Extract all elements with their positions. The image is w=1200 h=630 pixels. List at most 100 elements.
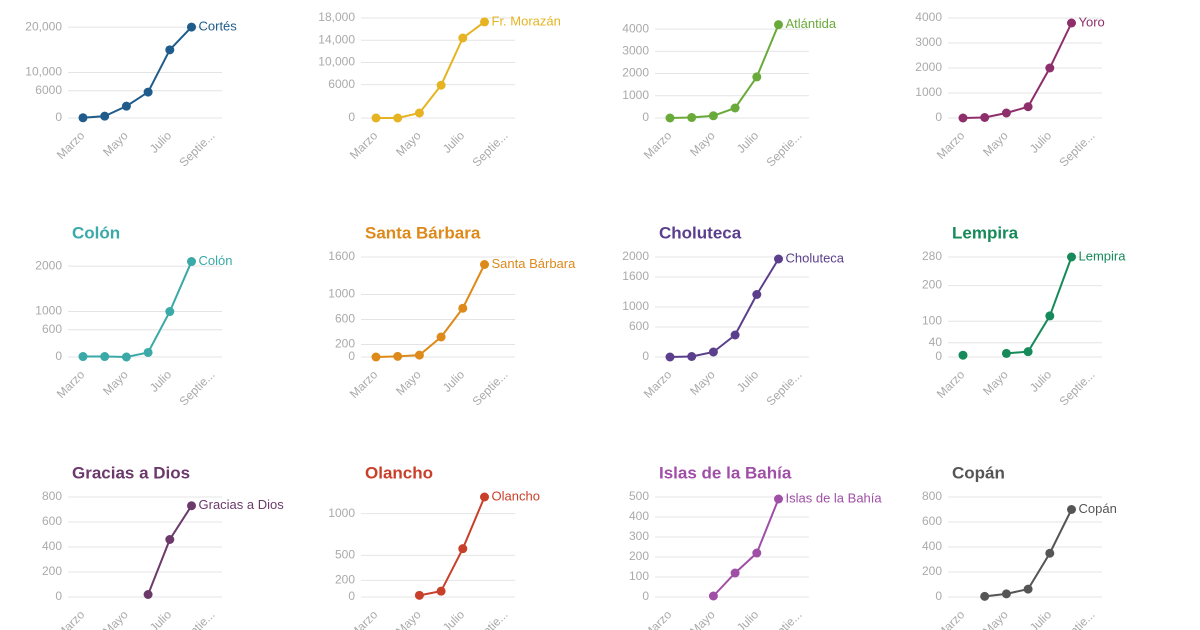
data-point bbox=[414, 590, 424, 600]
y-tick-label: 10,000 bbox=[25, 65, 62, 79]
data-point bbox=[958, 350, 968, 360]
y-tick-label: 0 bbox=[348, 110, 355, 124]
series-line bbox=[962, 22, 1073, 119]
data-point bbox=[752, 290, 762, 299]
data-point bbox=[752, 548, 762, 558]
y-tick-label: 400 bbox=[922, 539, 942, 553]
series-end-label: Santa Bárbara bbox=[492, 256, 577, 271]
series-end-label: Choluteca bbox=[786, 250, 845, 265]
y-tick-label: 0 bbox=[935, 110, 942, 124]
series-line bbox=[984, 509, 1073, 598]
series-end-label: Olancho bbox=[492, 488, 540, 503]
data-point bbox=[480, 260, 489, 269]
data-point bbox=[1001, 589, 1011, 599]
series-line bbox=[1006, 256, 1073, 355]
data-point bbox=[143, 87, 153, 97]
y-tick-label: 0 bbox=[935, 589, 942, 603]
y-tick-label: 100 bbox=[922, 313, 942, 327]
x-tick-label: Julio bbox=[734, 128, 762, 156]
data-point bbox=[1045, 63, 1055, 73]
x-tick-label: Septie... bbox=[177, 128, 218, 169]
y-tick-label: 200 bbox=[629, 549, 649, 563]
x-tick-label: Julio bbox=[440, 367, 468, 395]
y-tick-label: 200 bbox=[335, 573, 355, 587]
data-point bbox=[1067, 18, 1076, 28]
data-point bbox=[1067, 252, 1076, 262]
y-tick-label: 1600 bbox=[328, 249, 355, 263]
y-tick-label: 0 bbox=[935, 349, 942, 363]
y-tick-label: 600 bbox=[42, 322, 62, 336]
data-point bbox=[78, 352, 88, 362]
y-tick-label: 4000 bbox=[622, 21, 649, 35]
series-line bbox=[375, 264, 486, 358]
x-tick-label: Septie... bbox=[764, 128, 805, 169]
series-end-label: Atlántida bbox=[786, 16, 837, 31]
y-tick-label: 18,000 bbox=[318, 10, 355, 24]
y-tick-label: 0 bbox=[348, 589, 355, 603]
series-line bbox=[712, 498, 780, 597]
data-point bbox=[436, 586, 446, 596]
data-point bbox=[730, 103, 740, 113]
data-point bbox=[458, 303, 468, 313]
data-point bbox=[1045, 311, 1055, 321]
series-end-label: Colón bbox=[199, 253, 233, 268]
x-tick-label: Mayo bbox=[100, 128, 131, 159]
x-tick-label: Marzo bbox=[641, 607, 675, 630]
x-tick-label: Septie... bbox=[470, 607, 511, 630]
y-tick-label: 0 bbox=[642, 110, 649, 124]
x-tick-label: Marzo bbox=[347, 128, 381, 162]
data-point bbox=[187, 501, 196, 511]
y-tick-label: 200 bbox=[922, 564, 942, 578]
y-tick-label: 3000 bbox=[622, 44, 649, 58]
x-tick-label: Mayo bbox=[687, 607, 718, 630]
series-end-label: Fr. Morazán bbox=[492, 13, 561, 28]
data-point bbox=[371, 113, 381, 123]
y-tick-label: 0 bbox=[55, 589, 62, 603]
chart-title: Fr. Morazán bbox=[365, 0, 459, 3]
series-line bbox=[147, 505, 193, 595]
y-tick-label: 100 bbox=[629, 569, 649, 583]
x-tick-label: Julio bbox=[734, 367, 762, 395]
y-tick-label: 200 bbox=[42, 564, 62, 578]
x-tick-label: Marzo bbox=[641, 128, 675, 162]
data-point bbox=[414, 350, 424, 360]
data-point bbox=[665, 113, 675, 123]
data-point bbox=[708, 591, 718, 601]
data-point bbox=[436, 332, 446, 342]
series-line bbox=[83, 261, 193, 359]
y-tick-label: 6000 bbox=[328, 77, 355, 91]
data-point bbox=[1023, 102, 1033, 112]
series-line bbox=[669, 258, 780, 358]
x-tick-label: Julio bbox=[440, 128, 468, 156]
x-tick-label: Julio bbox=[147, 128, 175, 156]
data-point bbox=[187, 257, 196, 267]
x-tick-label: Mayo bbox=[980, 128, 1011, 159]
y-tick-label: 3000 bbox=[915, 35, 942, 49]
data-point bbox=[1001, 108, 1011, 118]
chart-title: Atlántida bbox=[659, 0, 732, 3]
x-tick-label: Julio bbox=[1027, 367, 1055, 395]
x-tick-label: Marzo bbox=[641, 367, 675, 401]
x-tick-label: Julio bbox=[1027, 128, 1055, 156]
chart-title: Choluteca bbox=[659, 223, 742, 242]
x-tick-label: Julio bbox=[1027, 607, 1055, 630]
y-tick-label: 2000 bbox=[915, 60, 942, 74]
data-point bbox=[78, 113, 88, 123]
x-tick-label: Julio bbox=[147, 367, 175, 395]
data-point bbox=[100, 352, 110, 362]
chart-title: Cortés bbox=[72, 0, 126, 3]
chart-title: Olancho bbox=[365, 463, 433, 482]
x-tick-label: Marzo bbox=[347, 607, 381, 630]
y-tick-label: 800 bbox=[922, 489, 942, 503]
data-point bbox=[730, 568, 740, 578]
chart-title: Copán bbox=[952, 463, 1005, 482]
x-tick-label: Mayo bbox=[687, 128, 718, 159]
x-tick-label: Marzo bbox=[934, 607, 968, 630]
y-tick-label: 1000 bbox=[622, 88, 649, 102]
data-point bbox=[1023, 584, 1033, 594]
y-tick-label: 0 bbox=[55, 110, 62, 124]
data-point bbox=[1067, 505, 1076, 514]
y-tick-label: 2000 bbox=[622, 249, 649, 263]
x-tick-label: Mayo bbox=[100, 607, 131, 630]
